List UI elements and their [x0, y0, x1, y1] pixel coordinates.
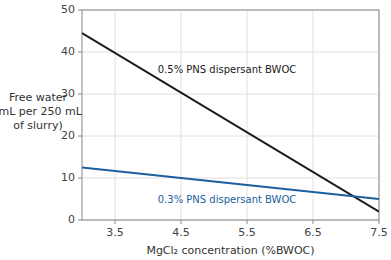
grid: [82, 10, 379, 220]
grid-line: [313, 10, 314, 220]
series-label: 0.5% PNS dispersant BWOC: [158, 64, 297, 75]
line: [82, 33, 379, 212]
tick-label: 40: [61, 45, 75, 58]
axes: 010203040503.54.55.56.57.5: [61, 3, 388, 239]
plot-frame: [82, 10, 379, 220]
grid-line: [82, 52, 379, 53]
tick-label: 7.5: [370, 226, 388, 239]
tick: [78, 178, 82, 179]
tick: [247, 220, 248, 224]
tick-label: 10: [61, 171, 75, 184]
tick: [78, 10, 82, 11]
tick-label: 3.5: [106, 226, 124, 239]
grid-line: [181, 10, 182, 220]
tick: [313, 220, 314, 224]
series-label: 0.3% PNS dispersant BWOC: [158, 194, 297, 205]
tick-label: 50: [61, 3, 75, 16]
tick: [78, 220, 82, 221]
tick: [78, 94, 82, 95]
grid-line: [82, 178, 379, 179]
tick: [379, 220, 380, 224]
chart: 010203040503.54.55.56.57.5MgCl₂ concentr…: [0, 0, 391, 260]
grid-line: [247, 10, 248, 220]
tick-label: 20: [61, 129, 75, 142]
grid-line: [115, 10, 116, 220]
grid-line: [82, 136, 379, 137]
grid-line: [82, 94, 379, 95]
tick: [181, 220, 182, 224]
tick-label: 6.5: [304, 226, 322, 239]
tick-label: 4.5: [172, 226, 190, 239]
tick: [78, 52, 82, 53]
tick: [78, 136, 82, 137]
tick-label: 0: [68, 213, 75, 226]
y-axis-label: Free water(mL per 250 mLof slurry): [0, 91, 83, 132]
tick: [115, 220, 116, 224]
plot-area: [82, 33, 379, 212]
x-axis-label: MgCl₂ concentration (%BWOC): [146, 244, 314, 257]
tick-label: 5.5: [238, 226, 256, 239]
